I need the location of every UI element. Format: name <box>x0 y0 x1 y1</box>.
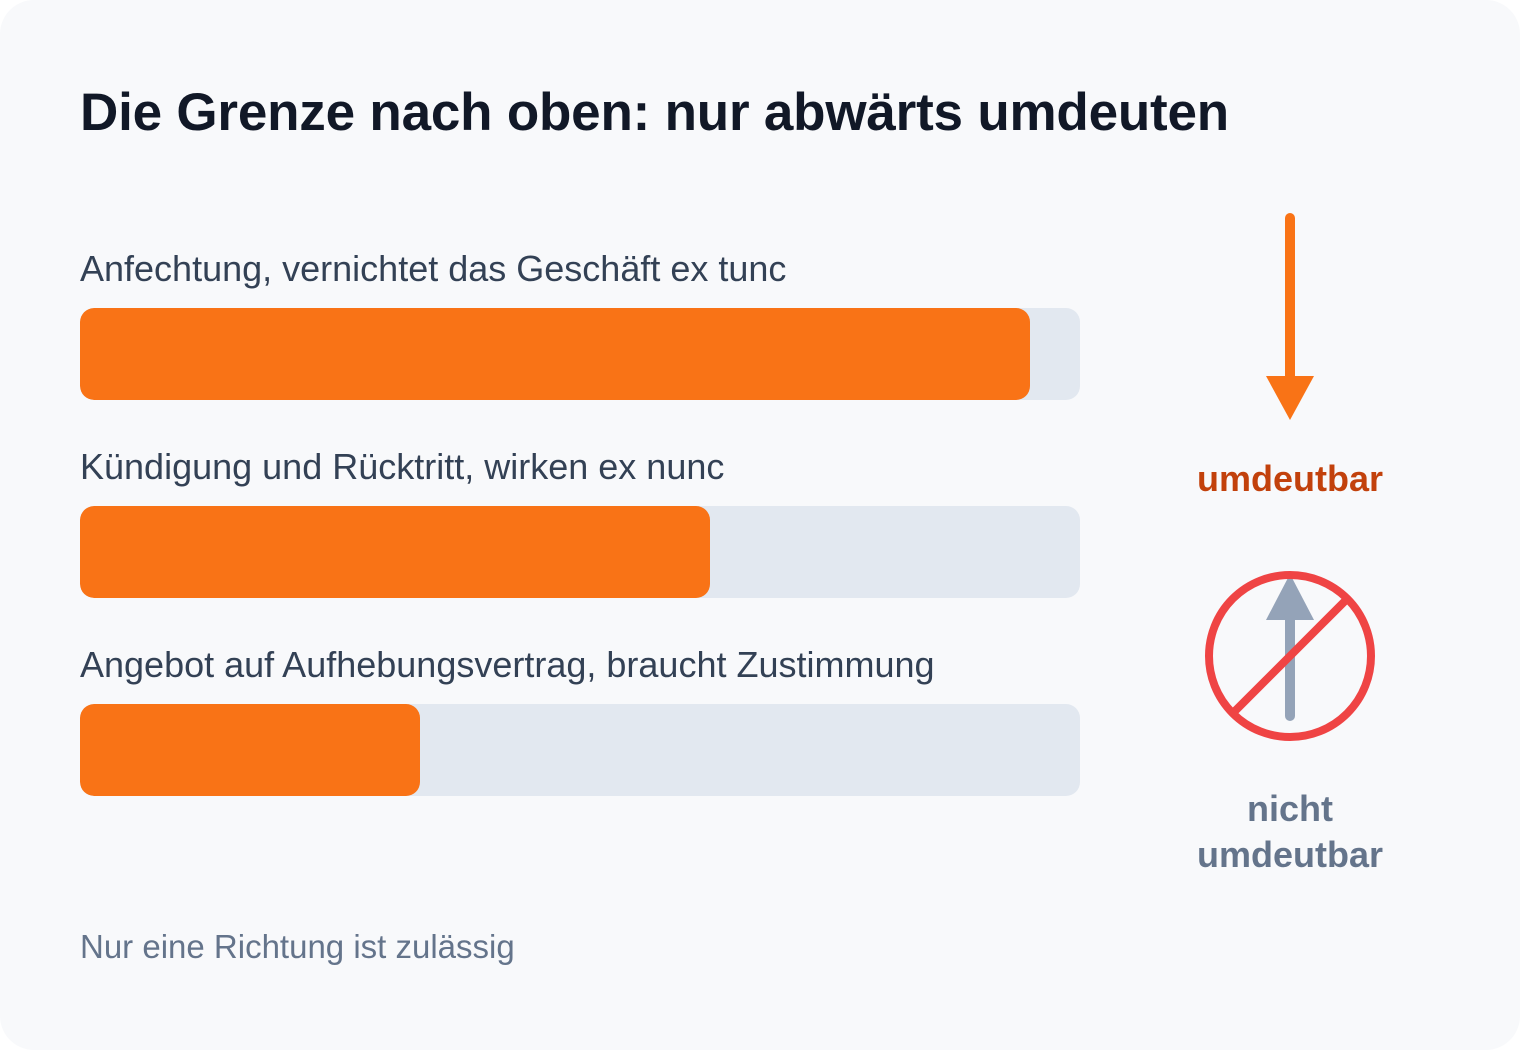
forbidden-label: nicht umdeutbar <box>1140 786 1440 878</box>
bar-track-angebot <box>80 704 1080 796</box>
allowed-label: umdeutbar <box>1196 458 1383 499</box>
page-title: Die Grenze nach oben: nur abwärts umdeut… <box>80 83 1229 142</box>
bar-fill-kuendigung <box>80 506 710 598</box>
bar-track-kuendigung <box>80 506 1080 598</box>
bar-label-anfechtung: Anfechtung, vernichtet das Geschäft ex t… <box>80 248 787 289</box>
bar-label-kuendigung: Kündigung und Rücktritt, wirken ex nunc <box>80 446 725 487</box>
bar-fill-anfechtung <box>80 308 1030 400</box>
forbidden-label-line1: nicht <box>1247 788 1333 829</box>
bar-track-anfechtung <box>80 308 1080 400</box>
bar-fill-angebot <box>80 704 420 796</box>
arrow-down-icon <box>1266 213 1314 420</box>
bar-label-angebot: Angebot auf Aufhebungsvertrag, braucht Z… <box>80 644 935 685</box>
forbidden-label-line2: umdeutbar <box>1196 834 1383 875</box>
footnote: Nur eine Richtung ist zulässig <box>80 928 515 965</box>
no-upward-arrow-icon <box>1205 571 1375 741</box>
